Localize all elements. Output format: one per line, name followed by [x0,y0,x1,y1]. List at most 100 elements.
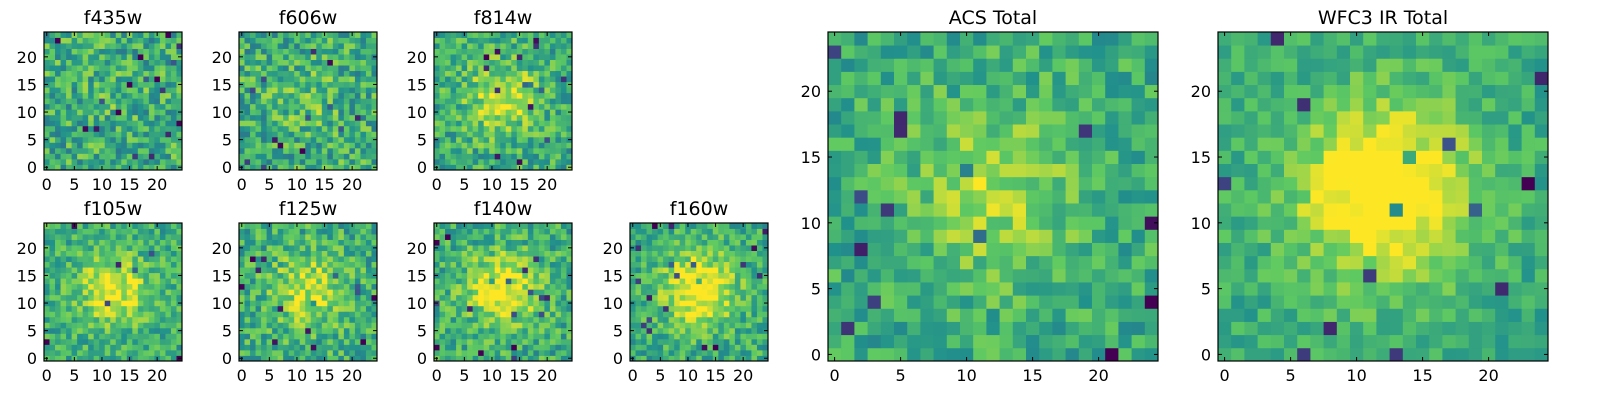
heatmap-cell [305,103,312,110]
heatmap-cell [365,300,372,307]
heatmap-cell [88,54,95,60]
heatmap-cell [450,333,457,340]
heatmap-cell [272,344,279,351]
heatmap-cell [99,125,106,132]
heatmap-cell [549,125,556,132]
heatmap-cell [494,311,501,318]
heatmap-cell [555,59,562,66]
heatmap-cell [522,355,529,362]
heatmap-cell [365,59,372,66]
heatmap-cell [511,316,518,323]
heatmap-cell [305,316,312,323]
heatmap-cell [646,261,653,268]
heatmap-cell [148,164,155,171]
heatmap-cell [555,355,562,362]
heatmap-cell [439,81,446,88]
heatmap-cell [511,147,518,154]
heatmap-cell [472,136,479,143]
heatmap-cell [729,234,736,240]
panel-title: f435w [84,7,143,29]
heatmap-cell [283,81,290,88]
heatmap-cell [729,272,736,279]
heatmap-cell [533,76,540,83]
heatmap-cell [734,316,741,323]
heatmap-cell [154,125,161,132]
heatmap-cell [489,103,496,110]
heatmap-cell [137,245,144,251]
heatmap-cell [239,114,245,121]
heatmap-cell [494,283,501,290]
heatmap-cell [132,147,139,154]
heatmap-cell [511,305,518,312]
heatmap-cell [327,142,334,149]
heatmap-cell [255,158,262,165]
heatmap-cell [973,242,987,257]
heatmap-cell [60,98,67,105]
heatmap-cell [365,322,372,329]
heatmap-cell [646,338,653,345]
heatmap-cell [505,103,512,110]
heatmap-cell [505,267,512,274]
heatmap-cell [516,81,523,88]
x-tick-label: 5 [69,175,79,194]
heatmap-cell [110,250,117,257]
heatmap-cell [294,158,301,165]
heatmap-cell [511,48,518,55]
heatmap-cell [332,327,339,334]
heatmap-cell [544,344,551,351]
heatmap-cell [549,267,556,274]
heatmap-cell [1105,163,1119,178]
heatmap-cell [1078,189,1093,204]
heatmap-cell [854,347,868,362]
heatmap-cell [143,256,150,263]
heatmap-cell [701,322,708,329]
heatmap-cell [250,76,256,83]
heatmap-cell [511,234,518,240]
heatmap-cell [266,125,273,132]
x-tick-label: 5 [264,175,274,194]
heatmap-cell [630,283,636,290]
heatmap-cell [500,131,507,138]
heatmap-cell [365,344,372,351]
heatmap-cell [250,289,256,296]
heatmap-cell [121,300,128,307]
heatmap-cell [255,32,262,38]
heatmap-cell [77,250,84,257]
heatmap-cell [973,255,987,270]
heatmap-cell [439,327,446,334]
heatmap-cell [360,283,367,290]
heatmap-cell [630,228,636,235]
heatmap-cell [159,142,166,149]
heatmap-cell [679,250,686,257]
heatmap-cell [154,311,161,318]
heatmap-cell [657,272,664,279]
heatmap-cell [652,278,658,285]
heatmap-cell [148,245,155,251]
heatmap-cell [272,65,279,72]
heatmap-cell [121,267,128,274]
heatmap-cell [305,164,312,171]
heatmap-cell [668,305,675,312]
heatmap-cell [104,267,111,274]
heatmap-cell [740,338,747,345]
heatmap-cell [288,98,295,105]
heatmap-cell [674,316,681,323]
heatmap-cell [986,347,1000,362]
heatmap-cell [1092,189,1106,204]
heatmap-cell [126,305,133,312]
heatmap-cell [538,120,545,127]
heatmap-cell [244,239,251,246]
heatmap-cell [630,256,636,263]
heatmap-cell [266,228,273,235]
heatmap-cell [338,239,345,246]
heatmap-cell [439,92,446,99]
heatmap-cell [718,283,725,290]
heatmap-cell [1144,176,1159,191]
heatmap-cell [718,234,725,240]
heatmap-cell [371,344,378,351]
heatmap-cell [272,245,279,251]
heatmap-cell [762,333,769,340]
heatmap-cell [663,333,670,340]
heatmap-cell [283,300,290,307]
heatmap-cell [354,76,361,83]
